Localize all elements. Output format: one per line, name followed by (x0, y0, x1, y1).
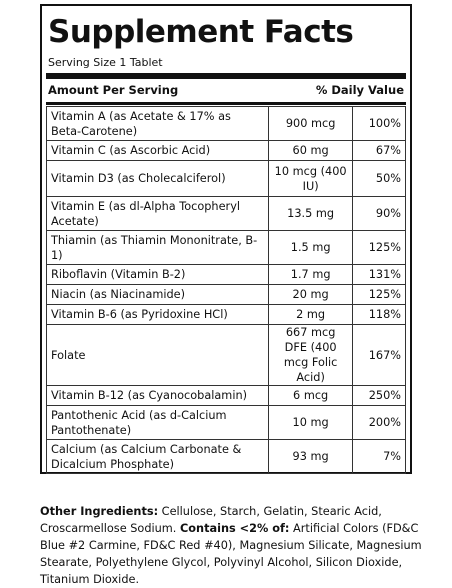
nutrient-daily-value: 7% (351, 439, 407, 474)
other-ingredients-label: Other Ingredients: (40, 505, 159, 519)
nutrient-name: Vitamin B-6 (as Pyridoxine HCl) (45, 304, 270, 325)
nutrient-amount: 6 mcg (268, 385, 353, 406)
nutrient-amount: 93 mg (268, 439, 353, 474)
other-ingredients-text: Cellulose, Starch, Gelatin, Stearic Acid… (40, 505, 382, 536)
nutrient-daily-value: 118% (351, 304, 407, 325)
table-row: Vitamin E (as dl-Alpha Tocopheryl Acetat… (45, 196, 407, 231)
nutrient-name: Folate (45, 324, 270, 386)
contains-label: Contains <2% of: (179, 522, 290, 536)
contains-text: Artificial Colors (FD&C Blue #2 Carmine,… (40, 522, 422, 587)
nutrient-daily-value: 125% (351, 230, 407, 265)
other-ingredients: Other Ingredients: Cellulose, Starch, Ge… (40, 503, 425, 588)
table-row: Vitamin A (as Acetate & 17% as Beta-Caro… (45, 106, 407, 141)
table-header: Amount Per Serving % Daily Value (48, 80, 404, 100)
nutrient-name: Pantothenic Acid (as d-Calcium Pantothen… (45, 405, 270, 440)
panel-title: Supplement Facts (48, 14, 354, 50)
nutrient-name: Vitamin D3 (as Cholecalciferol) (45, 160, 270, 197)
nutrient-amount: 10 mg (268, 405, 353, 440)
table-row: Folate 667 mcg DFE (400 mcg Folic Acid) … (45, 324, 407, 386)
daily-value-label: % Daily Value (315, 83, 404, 97)
supplement-facts-panel: Supplement Facts Serving Size 1 Tablet A… (40, 4, 412, 474)
nutrient-daily-value: 90% (351, 196, 407, 231)
nutrient-name: Vitamin E (as dl-Alpha Tocopheryl Acetat… (45, 196, 270, 231)
nutrient-daily-value: 67% (351, 140, 407, 161)
table-row: Vitamin D3 (as Cholecalciferol) 10 mcg (… (45, 160, 407, 197)
nutrient-amount: 667 mcg DFE (400 mcg Folic Acid) (268, 324, 353, 386)
nutrient-name: Vitamin B-12 (as Cyanocobalamin) (45, 385, 270, 406)
amount-per-serving-label: Amount Per Serving (48, 83, 179, 97)
nutrient-daily-value: 200% (351, 405, 407, 440)
nutrient-daily-value: 50% (351, 160, 407, 197)
nutrient-daily-value: 100% (351, 106, 407, 141)
nutrient-amount: 1.5 mg (268, 230, 353, 265)
table-row: Vitamin C (as Ascorbic Acid) 60 mg 67% (45, 140, 407, 161)
table-row: Vitamin B-6 (as Pyridoxine HCl) 2 mg 118… (45, 304, 407, 325)
table-row: Vitamin B-12 (as Cyanocobalamin) 6 mcg 2… (45, 385, 407, 406)
nutrient-amount: 13.5 mg (268, 196, 353, 231)
nutrient-daily-value: 250% (351, 385, 407, 406)
nutrient-name: Vitamin C (as Ascorbic Acid) (45, 140, 270, 161)
nutrient-amount: 60 mg (268, 140, 353, 161)
nutrient-amount: 1.7 mg (268, 264, 353, 285)
table-row: Calcium (as Calcium Carbonate & Dicalciu… (45, 439, 407, 474)
nutrient-daily-value: 131% (351, 264, 407, 285)
nutrient-name: Thiamin (as Thiamin Mononitrate, B-1) (45, 230, 270, 265)
nutrient-name: Riboflavin (Vitamin B-2) (45, 264, 270, 285)
table-row: Pantothenic Acid (as d-Calcium Pantothen… (45, 405, 407, 440)
nutrient-daily-value: 167% (351, 324, 407, 386)
nutrient-table: Vitamin A (as Acetate & 17% as Beta-Caro… (45, 106, 407, 474)
nutrient-amount: 2 mg (268, 304, 353, 325)
table-row: Thiamin (as Thiamin Mononitrate, B-1) 1.… (45, 230, 407, 265)
nutrient-amount: 20 mg (268, 284, 353, 305)
nutrient-name: Calcium (as Calcium Carbonate & Dicalciu… (45, 439, 270, 474)
header-divider (46, 102, 406, 105)
nutrient-daily-value: 125% (351, 284, 407, 305)
table-row: Riboflavin (Vitamin B-2) 1.7 mg 131% (45, 264, 407, 285)
nutrient-name: Vitamin A (as Acetate & 17% as Beta-Caro… (45, 106, 270, 141)
header-divider-thick (46, 73, 406, 79)
table-row: Niacin (as Niacinamide) 20 mg 125% (45, 284, 407, 305)
nutrient-name: Niacin (as Niacinamide) (45, 284, 270, 305)
nutrient-amount: 900 mcg (268, 106, 353, 141)
nutrient-amount: 10 mcg (400 IU) (268, 160, 353, 197)
serving-size: Serving Size 1 Tablet (48, 56, 163, 69)
